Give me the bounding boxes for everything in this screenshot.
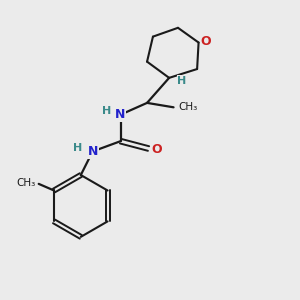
Text: CH₃: CH₃ (16, 178, 35, 188)
Text: H: H (102, 106, 111, 116)
Text: H: H (73, 143, 82, 153)
Text: H: H (177, 76, 186, 86)
Text: N: N (116, 108, 126, 121)
Text: N: N (87, 145, 98, 158)
Text: O: O (201, 34, 211, 48)
Text: O: O (152, 142, 162, 156)
Text: CH₃: CH₃ (179, 102, 198, 112)
